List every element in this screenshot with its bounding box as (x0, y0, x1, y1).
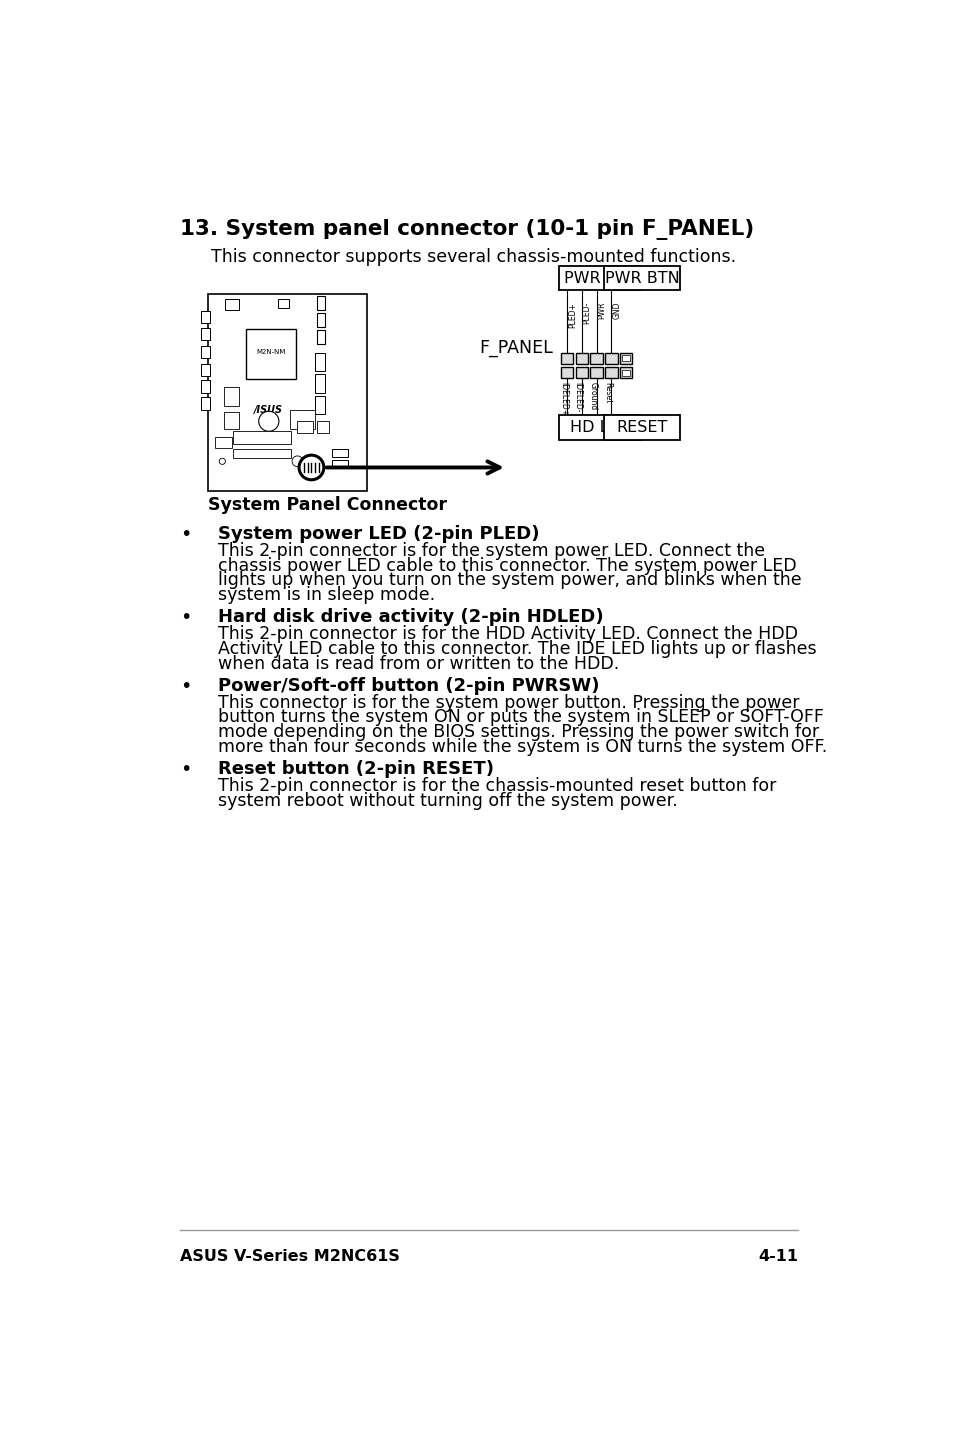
Text: •: • (179, 761, 191, 779)
Text: PWR BTN: PWR BTN (604, 270, 679, 286)
Text: This 2-pin connector is for the HDD Activity LED. Connect the HDD: This 2-pin connector is for the HDD Acti… (218, 626, 798, 643)
Text: PWR: PWR (597, 302, 606, 319)
Bar (621, 355, 629, 361)
Bar (590, 367, 602, 378)
Bar (245, 329, 295, 380)
Text: This connector supports several chassis-mounted functions.: This connector supports several chassis-… (211, 247, 735, 266)
Bar (619, 367, 632, 378)
Text: 13. System panel connector (10-1 pin F_PANEL): 13. System panel connector (10-1 pin F_P… (179, 219, 753, 240)
Bar (224, 387, 239, 406)
Bar (316, 420, 329, 433)
Bar (200, 381, 210, 393)
Bar (604, 367, 617, 378)
Text: Reset: Reset (602, 383, 612, 404)
Text: GND: GND (612, 302, 620, 319)
Bar (604, 416, 679, 440)
Text: •: • (179, 677, 191, 696)
Bar (200, 397, 210, 410)
Bar (621, 370, 629, 375)
Text: system is in sleep mode.: system is in sleep mode. (218, 587, 436, 604)
Bar (200, 364, 210, 375)
Bar (208, 295, 367, 490)
Text: Hard disk drive activity (2-pin HDLED): Hard disk drive activity (2-pin HDLED) (218, 608, 603, 627)
Text: Activity LED cable to this connector. The IDE LED lights up or flashes: Activity LED cable to this connector. Th… (218, 640, 816, 659)
Circle shape (298, 456, 323, 480)
Text: system reboot without turning off the system power.: system reboot without turning off the sy… (218, 792, 678, 810)
Bar (278, 299, 289, 308)
Bar (558, 266, 640, 290)
Text: Power/Soft-off button (2-pin PWRSW): Power/Soft-off button (2-pin PWRSW) (218, 677, 599, 695)
Text: mode depending on the BIOS settings. Pressing the power switch for: mode depending on the BIOS settings. Pre… (218, 723, 819, 741)
Bar (316, 329, 324, 344)
Text: 4-11: 4-11 (758, 1250, 798, 1264)
Text: Reset button (2-pin RESET): Reset button (2-pin RESET) (218, 761, 494, 778)
Bar (315, 374, 324, 393)
Bar (200, 311, 210, 324)
Circle shape (219, 459, 225, 464)
Bar (233, 449, 291, 459)
Text: RESET: RESET (616, 420, 667, 434)
Text: •: • (179, 525, 191, 544)
Text: PWR LED: PWR LED (563, 270, 636, 286)
Bar (224, 413, 239, 429)
Bar (200, 345, 210, 358)
Text: HD LED: HD LED (569, 420, 630, 434)
Text: •: • (179, 608, 191, 627)
Text: chassis power LED cable to this connector. The system power LED: chassis power LED cable to this connecto… (218, 557, 797, 575)
Bar (558, 416, 640, 440)
Bar (297, 420, 313, 433)
Text: F_PANEL: F_PANEL (479, 339, 553, 357)
Bar (604, 266, 679, 290)
Text: more than four seconds while the system is ON turns the system OFF.: more than four seconds while the system … (218, 738, 827, 756)
Text: lights up when you turn on the system power, and blinks when the: lights up when you turn on the system po… (218, 571, 801, 590)
Text: System power LED (2-pin PLED): System power LED (2-pin PLED) (218, 525, 539, 544)
Bar (332, 449, 348, 457)
Text: M2N-NM: M2N-NM (256, 349, 286, 355)
Text: Ground: Ground (588, 383, 597, 410)
Bar (590, 352, 602, 364)
Text: This connector is for the system power button. Pressing the power: This connector is for the system power b… (218, 695, 800, 712)
Bar (315, 352, 324, 371)
Bar (560, 367, 573, 378)
Text: PLED-: PLED- (582, 302, 591, 324)
Bar (619, 352, 632, 364)
Text: ASUS V-Series M2NC61S: ASUS V-Series M2NC61S (179, 1250, 399, 1264)
Text: This 2-pin connector is for the system power LED. Connect the: This 2-pin connector is for the system p… (218, 542, 764, 561)
Bar (604, 352, 617, 364)
Bar (315, 395, 324, 414)
Bar (225, 299, 239, 309)
Text: IDELED-: IDELED- (573, 383, 582, 413)
Bar (316, 296, 324, 309)
Bar (233, 430, 291, 444)
Bar (332, 460, 348, 467)
Circle shape (258, 411, 278, 431)
Text: This 2-pin connector is for the chassis-mounted reset button for: This 2-pin connector is for the chassis-… (218, 777, 776, 795)
Bar (290, 410, 314, 429)
Bar (575, 367, 587, 378)
Text: PLED+: PLED+ (567, 302, 577, 328)
Bar (200, 328, 210, 341)
Text: when data is read from or written to the HDD.: when data is read from or written to the… (218, 654, 619, 673)
Text: System Panel Connector: System Panel Connector (208, 496, 447, 513)
Bar (316, 312, 324, 326)
Bar (560, 352, 573, 364)
Bar (214, 437, 232, 449)
Circle shape (292, 456, 303, 467)
Bar (575, 352, 587, 364)
Text: /ISUS: /ISUS (254, 404, 283, 414)
Text: IDELED+: IDELED+ (558, 383, 567, 416)
Text: button turns the system ON or puts the system in SLEEP or SOFT-OFF: button turns the system ON or puts the s… (218, 709, 823, 726)
